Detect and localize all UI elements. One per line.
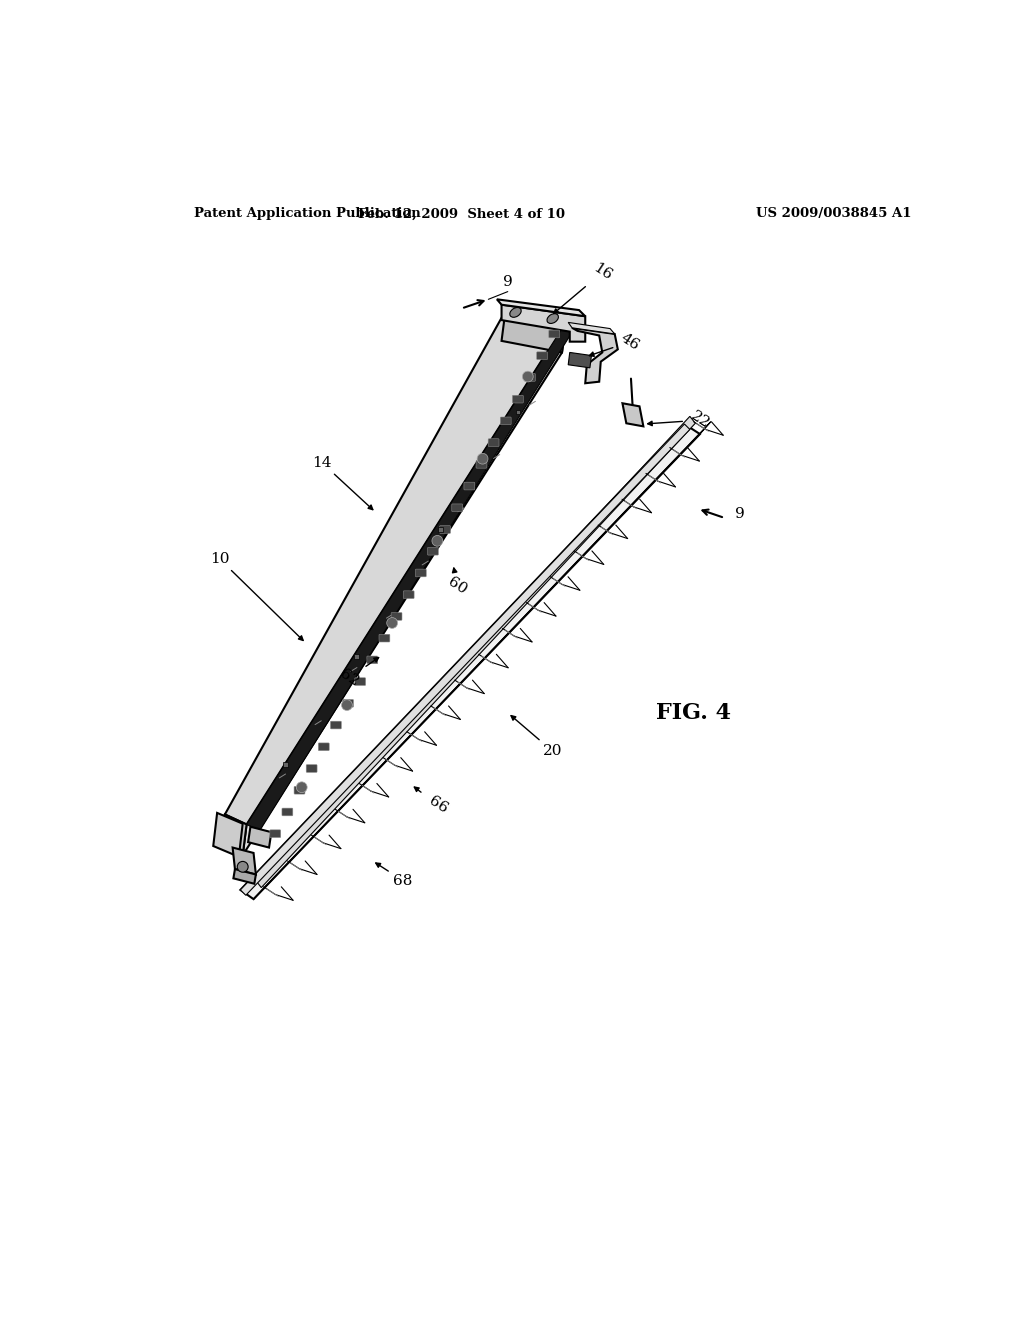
Text: 22: 22 [648, 409, 712, 432]
FancyBboxPatch shape [501, 417, 511, 425]
Bar [438, 527, 442, 532]
FancyBboxPatch shape [476, 461, 486, 469]
Polygon shape [502, 312, 566, 352]
Text: US 2009/0038845 A1: US 2009/0038845 A1 [756, 207, 911, 220]
Text: 16: 16 [554, 261, 614, 313]
Text: 9: 9 [503, 275, 513, 289]
Polygon shape [221, 814, 247, 855]
Polygon shape [213, 813, 243, 857]
Circle shape [522, 371, 534, 381]
FancyBboxPatch shape [524, 374, 536, 381]
Bar [515, 409, 520, 414]
Polygon shape [497, 300, 586, 317]
Text: 10: 10 [210, 552, 303, 640]
FancyBboxPatch shape [512, 395, 523, 403]
FancyBboxPatch shape [379, 635, 390, 642]
Text: 9: 9 [735, 507, 745, 521]
Bar [283, 762, 288, 767]
FancyBboxPatch shape [270, 830, 281, 837]
Polygon shape [225, 312, 566, 825]
Polygon shape [254, 422, 711, 899]
FancyBboxPatch shape [428, 548, 438, 556]
FancyBboxPatch shape [354, 677, 366, 685]
Text: 14: 14 [312, 455, 373, 510]
Text: 66: 66 [415, 787, 450, 816]
Circle shape [387, 618, 397, 628]
FancyBboxPatch shape [318, 743, 329, 751]
FancyBboxPatch shape [306, 764, 317, 772]
Text: 20: 20 [511, 715, 562, 758]
FancyBboxPatch shape [464, 482, 475, 490]
FancyBboxPatch shape [343, 700, 353, 708]
Text: FIG. 4: FIG. 4 [656, 702, 731, 723]
FancyBboxPatch shape [403, 591, 414, 598]
FancyBboxPatch shape [549, 330, 560, 338]
Polygon shape [502, 305, 586, 342]
Circle shape [238, 862, 248, 873]
Polygon shape [243, 322, 566, 855]
FancyBboxPatch shape [367, 656, 378, 664]
Polygon shape [241, 424, 700, 899]
FancyBboxPatch shape [282, 808, 293, 816]
Text: 60: 60 [445, 568, 469, 597]
FancyBboxPatch shape [488, 438, 499, 446]
Ellipse shape [547, 314, 558, 323]
Text: 46: 46 [590, 330, 642, 356]
Polygon shape [568, 322, 614, 334]
FancyBboxPatch shape [416, 569, 426, 577]
FancyBboxPatch shape [537, 352, 548, 359]
FancyBboxPatch shape [391, 612, 402, 620]
Polygon shape [256, 416, 695, 887]
Text: 68: 68 [376, 863, 413, 887]
Polygon shape [623, 404, 643, 426]
Polygon shape [568, 352, 592, 368]
Bar [354, 653, 359, 659]
Circle shape [296, 781, 307, 792]
Polygon shape [572, 327, 617, 383]
Polygon shape [248, 826, 271, 847]
FancyBboxPatch shape [452, 504, 463, 512]
Text: Feb. 12, 2009  Sheet 4 of 10: Feb. 12, 2009 Sheet 4 of 10 [357, 207, 565, 220]
Circle shape [342, 700, 352, 710]
Ellipse shape [510, 308, 521, 317]
Polygon shape [232, 847, 256, 874]
Circle shape [432, 536, 442, 546]
Circle shape [477, 453, 488, 465]
Polygon shape [233, 869, 256, 884]
FancyBboxPatch shape [331, 721, 341, 729]
FancyBboxPatch shape [439, 525, 451, 533]
Text: 62: 62 [337, 657, 379, 689]
Text: Patent Application Publication: Patent Application Publication [194, 207, 421, 220]
Polygon shape [241, 424, 690, 895]
Polygon shape [247, 322, 574, 830]
FancyBboxPatch shape [294, 787, 305, 795]
